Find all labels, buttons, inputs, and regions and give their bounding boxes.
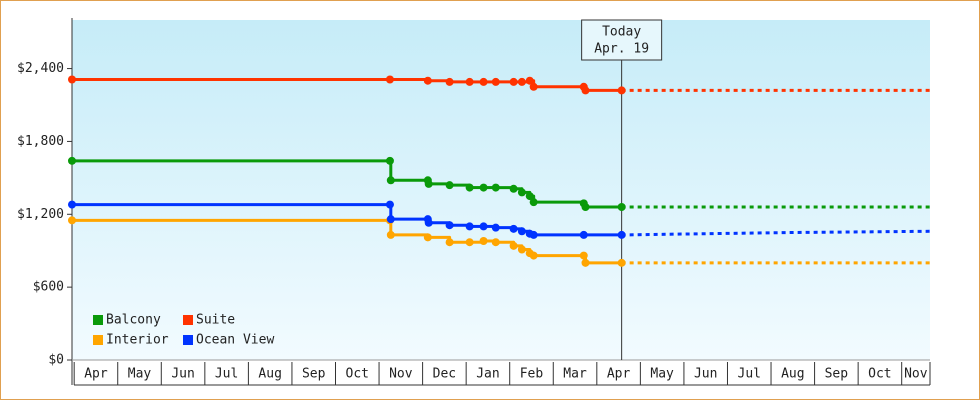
x-tick-label: Apr: [607, 367, 631, 382]
price-point: [424, 179, 433, 188]
legend-label: Interior: [106, 333, 169, 348]
x-tick-label: Nov: [904, 367, 928, 382]
today-box: [581, 19, 663, 61]
legend-swatch: [183, 335, 193, 345]
x-tick-label: Feb: [520, 367, 544, 382]
price-point: [509, 241, 518, 250]
price-point: [445, 77, 454, 86]
price-point: [423, 233, 432, 242]
x-tick-label: May: [650, 367, 674, 382]
price-point: [445, 238, 454, 247]
price-point: [529, 251, 538, 260]
x-tick-label: Jun: [171, 367, 194, 382]
price-point: [68, 75, 76, 84]
y-tick-label: $1,200: [17, 207, 64, 222]
x-tick-label: Mar: [563, 367, 587, 382]
price-point: [581, 258, 590, 267]
price-point: [465, 238, 474, 247]
price-point: [517, 227, 526, 236]
price-point: [529, 198, 538, 207]
price-point: [68, 216, 76, 225]
price-point: [479, 77, 488, 86]
x-tick-label: Jun: [694, 367, 717, 382]
legend-label: Suite: [196, 313, 235, 328]
price-point: [445, 181, 454, 190]
legend-swatch: [93, 315, 103, 325]
price-point: [517, 188, 526, 197]
price-point: [491, 77, 500, 86]
price-point: [424, 218, 433, 227]
price-point: [579, 230, 588, 239]
price-point: [581, 203, 590, 211]
price-point: [385, 75, 394, 84]
x-tick-label: Jan: [476, 367, 499, 382]
price-point: [445, 221, 454, 230]
price-point: [423, 76, 432, 85]
price-point: [491, 223, 500, 232]
price-point: [68, 156, 76, 165]
forecast-line: [621, 229, 931, 237]
x-tick-label: Jul: [215, 367, 238, 382]
price-point: [386, 230, 395, 239]
y-tick-label: $0: [48, 353, 64, 368]
price-point: [617, 86, 626, 95]
price-point: [529, 82, 538, 91]
plot-area: [72, 20, 930, 360]
y-tick-label: $600: [33, 280, 64, 295]
price-point: [579, 251, 588, 260]
x-tick-label: Aug: [258, 367, 281, 382]
price-point: [386, 215, 395, 224]
x-tick-label: Aug: [781, 367, 804, 382]
legend-label: Ocean View: [196, 333, 274, 348]
today-label: Apr. 19: [594, 42, 649, 57]
price-point: [386, 176, 395, 185]
price-point: [465, 77, 474, 86]
y-tick-label: $2,400: [17, 61, 64, 76]
x-tick-label: Oct: [346, 367, 369, 382]
x-tick-label: Nov: [389, 367, 413, 382]
price-point: [479, 222, 488, 231]
price-point: [491, 183, 500, 192]
legend-swatch: [93, 335, 103, 345]
price-point: [525, 192, 534, 201]
legend-swatch: [183, 315, 193, 325]
price-point: [517, 77, 526, 86]
price-point: [479, 237, 488, 245]
price-point: [517, 245, 526, 254]
price-point: [617, 258, 626, 267]
price-point: [479, 183, 488, 192]
price-point: [68, 200, 76, 209]
price-point: [491, 238, 500, 247]
price-point: [465, 183, 474, 192]
price-point: [509, 184, 518, 193]
price-point: [385, 156, 394, 165]
x-tick-label: Apr: [84, 367, 108, 382]
x-tick-label: May: [128, 367, 152, 382]
x-tick-label: Oct: [868, 367, 891, 382]
x-tick-label: Dec: [433, 367, 456, 382]
price-point: [525, 76, 534, 85]
x-tick-label: Sep: [825, 367, 849, 382]
price-point: [509, 77, 518, 86]
price-point: [509, 224, 518, 233]
price-point: [465, 222, 474, 231]
y-tick-label: $1,800: [17, 134, 64, 149]
price-point: [529, 230, 538, 239]
price-point: [617, 230, 626, 239]
today-label: Today: [602, 25, 641, 40]
price-point: [581, 86, 590, 95]
x-tick-label: Sep: [302, 367, 326, 382]
price-point: [617, 203, 626, 211]
x-tick-label: Jul: [738, 367, 761, 382]
legend-label: Balcony: [106, 313, 161, 328]
price-point: [385, 200, 394, 209]
